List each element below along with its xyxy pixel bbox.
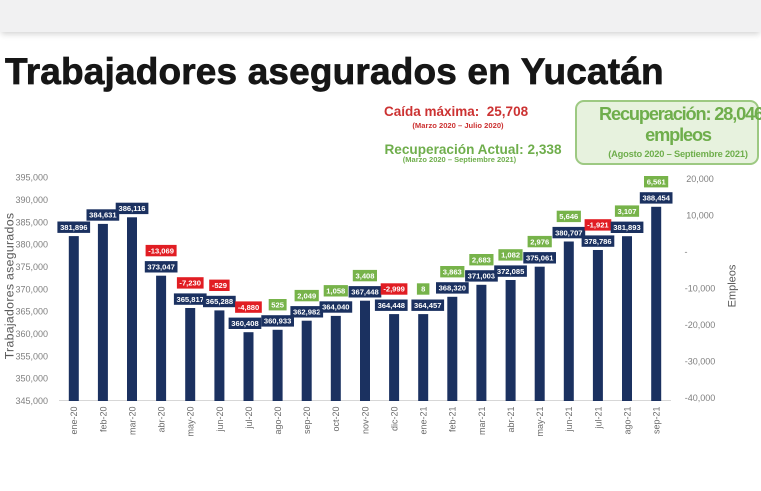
svg-text:2,049: 2,049 (297, 291, 316, 300)
svg-text:oct-20: oct-20 (331, 407, 341, 432)
svg-text:may-20: may-20 (186, 407, 196, 437)
svg-text:364,040: 364,040 (322, 303, 349, 312)
svg-text:-30,000: -30,000 (685, 357, 716, 367)
svg-text:360,000: 360,000 (15, 329, 48, 339)
svg-text:-20,000: -20,000 (685, 320, 716, 330)
svg-text:-13,069: -13,069 (148, 246, 174, 255)
svg-text:2,976: 2,976 (530, 237, 549, 246)
svg-text:-7,230: -7,230 (179, 279, 201, 288)
svg-text:362,982: 362,982 (293, 308, 320, 317)
svg-text:355,000: 355,000 (15, 351, 48, 361)
svg-text:jun-21: jun-21 (564, 407, 574, 433)
svg-text:375,061: 375,061 (526, 254, 554, 263)
svg-text:sep-21: sep-21 (652, 407, 662, 435)
svg-text:ene-20: ene-20 (69, 407, 79, 435)
svg-text:feb-20: feb-20 (98, 407, 108, 433)
svg-text:8: 8 (421, 285, 425, 294)
svg-text:sep-20: sep-20 (302, 407, 312, 435)
svg-text:nov-20: nov-20 (360, 407, 370, 435)
svg-text:2,683: 2,683 (472, 255, 491, 264)
svg-text:390,000: 390,000 (15, 195, 48, 205)
svg-text:375,000: 375,000 (15, 262, 48, 272)
svg-text:mar-20: mar-20 (127, 407, 137, 436)
svg-text:-10,000: -10,000 (685, 284, 716, 294)
svg-text:372,085: 372,085 (497, 267, 525, 276)
svg-text:1,082: 1,082 (501, 251, 520, 260)
svg-text:380,000: 380,000 (15, 240, 48, 250)
svg-text:350,000: 350,000 (15, 374, 48, 384)
svg-text:360,933: 360,933 (264, 317, 291, 326)
svg-text:525: 525 (271, 300, 284, 309)
svg-text:373,047: 373,047 (147, 263, 174, 272)
svg-text:-4,880: -4,880 (238, 303, 260, 312)
svg-text:-1,921: -1,921 (587, 221, 609, 230)
svg-text:378,786: 378,786 (584, 237, 611, 246)
svg-text:368,320: 368,320 (439, 284, 466, 293)
svg-text:367,448: 367,448 (351, 288, 378, 297)
svg-text:5,646: 5,646 (559, 212, 578, 221)
svg-text:386,116: 386,116 (118, 204, 145, 213)
svg-text:1,058: 1,058 (326, 287, 345, 296)
svg-text:381,896: 381,896 (60, 223, 87, 232)
svg-text:20,000: 20,000 (686, 174, 714, 184)
svg-text:jun-20: jun-20 (215, 407, 225, 433)
svg-text:385,000: 385,000 (15, 217, 48, 227)
svg-text:-: - (685, 247, 688, 257)
svg-text:384,631: 384,631 (89, 211, 117, 220)
svg-text:365,288: 365,288 (206, 297, 233, 306)
svg-text:345,000: 345,000 (15, 396, 48, 406)
svg-text:10,000: 10,000 (686, 211, 714, 221)
svg-text:feb-21: feb-21 (448, 407, 458, 433)
svg-text:ago-21: ago-21 (622, 407, 632, 435)
svg-text:3,408: 3,408 (355, 271, 374, 280)
svg-text:388,454: 388,454 (642, 194, 670, 203)
svg-text:-529: -529 (212, 281, 227, 290)
svg-text:-2,999: -2,999 (383, 285, 405, 294)
svg-text:3,863: 3,863 (443, 267, 462, 276)
svg-text:6,561: 6,561 (647, 177, 667, 186)
svg-text:371,003: 371,003 (468, 272, 495, 281)
svg-text:ago-20: ago-20 (273, 407, 283, 435)
svg-text:395,000: 395,000 (15, 173, 48, 183)
svg-text:364,448: 364,448 (378, 301, 405, 310)
svg-text:Trabajadores asegurados: Trabajadores asegurados (3, 213, 17, 360)
svg-text:mar-21: mar-21 (477, 407, 487, 436)
svg-text:364,457: 364,457 (414, 301, 441, 310)
svg-text:-40,000: -40,000 (685, 393, 716, 403)
svg-text:may-21: may-21 (535, 407, 545, 437)
svg-text:380,707: 380,707 (555, 228, 582, 237)
svg-text:360,408: 360,408 (231, 319, 258, 328)
svg-text:Empleos: Empleos (727, 264, 739, 307)
svg-text:3,107: 3,107 (617, 207, 636, 216)
svg-text:ene-21: ene-21 (419, 407, 429, 435)
svg-text:365,000: 365,000 (15, 307, 48, 317)
svg-text:jul-21: jul-21 (593, 407, 603, 430)
svg-text:365,817: 365,817 (176, 295, 203, 304)
svg-text:370,000: 370,000 (15, 284, 48, 294)
svg-text:381,893: 381,893 (613, 223, 640, 232)
svg-text:jul-20: jul-20 (244, 407, 254, 430)
svg-text:abr-21: abr-21 (506, 407, 516, 433)
svg-text:abr-20: abr-20 (157, 407, 167, 433)
svg-text:dic-20: dic-20 (390, 407, 400, 432)
